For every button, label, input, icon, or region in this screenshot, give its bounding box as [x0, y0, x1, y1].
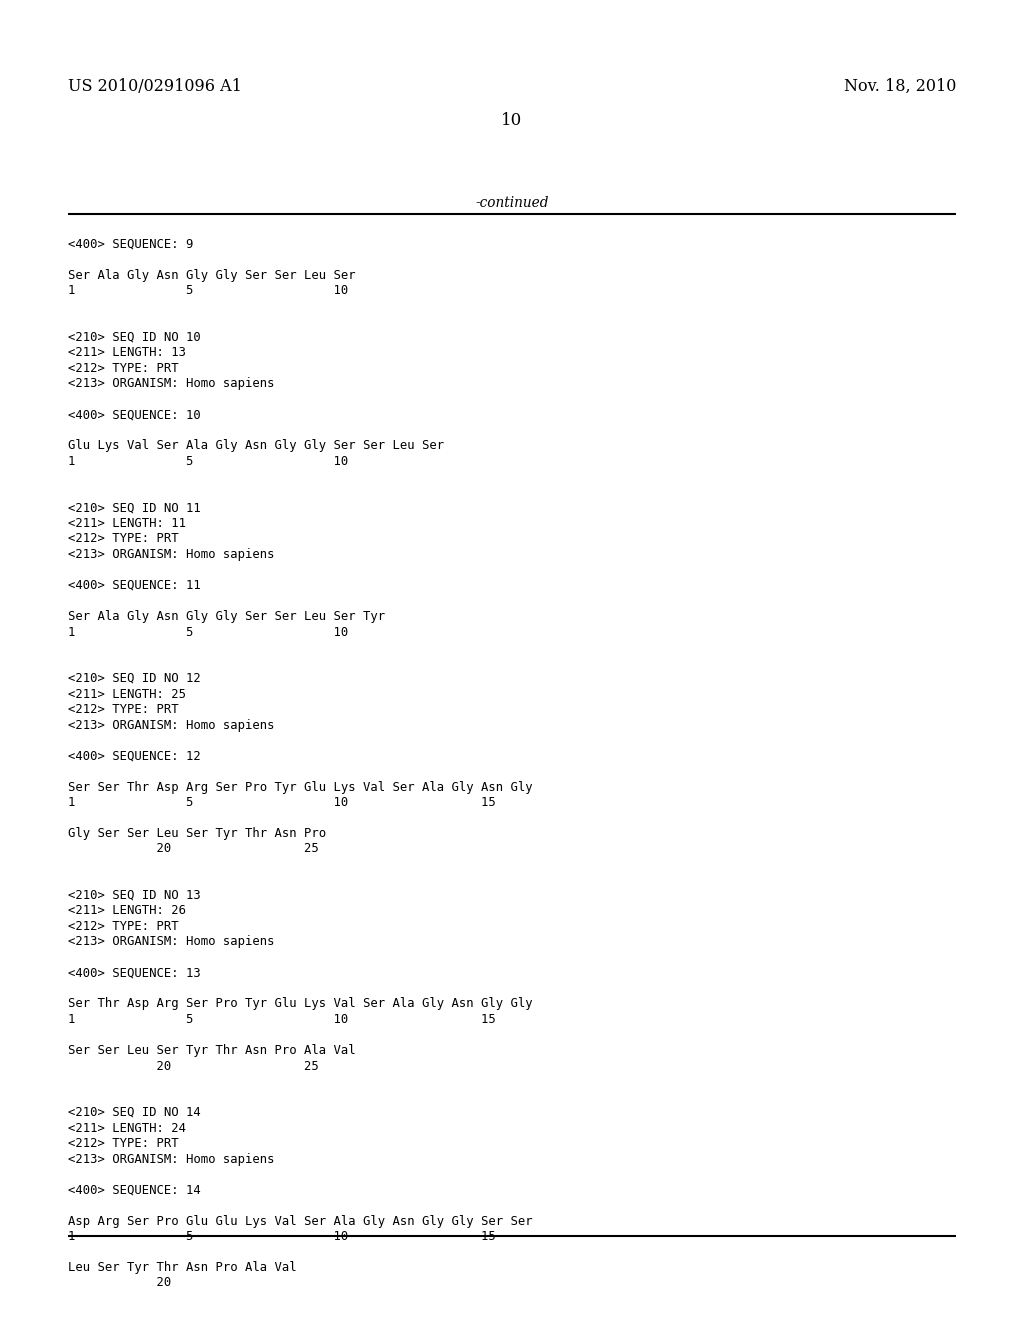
- Text: Ser Ser Leu Ser Tyr Thr Asn Pro Ala Val: Ser Ser Leu Ser Tyr Thr Asn Pro Ala Val: [68, 1044, 355, 1057]
- Text: 1               5                   10                  15: 1 5 10 15: [68, 1012, 496, 1026]
- Text: Ser Thr Asp Arg Ser Pro Tyr Glu Lys Val Ser Ala Gly Asn Gly Gly: Ser Thr Asp Arg Ser Pro Tyr Glu Lys Val …: [68, 998, 532, 1011]
- Text: Ser Ser Thr Asp Arg Ser Pro Tyr Glu Lys Val Ser Ala Gly Asn Gly: Ser Ser Thr Asp Arg Ser Pro Tyr Glu Lys …: [68, 780, 532, 793]
- Text: Nov. 18, 2010: Nov. 18, 2010: [844, 78, 956, 95]
- Text: 20                  25: 20 25: [68, 1060, 318, 1072]
- Text: <212> TYPE: PRT: <212> TYPE: PRT: [68, 362, 178, 375]
- Text: 10: 10: [502, 112, 522, 129]
- Text: <210> SEQ ID NO 13: <210> SEQ ID NO 13: [68, 888, 201, 902]
- Text: <211> LENGTH: 11: <211> LENGTH: 11: [68, 517, 186, 531]
- Text: <213> ORGANISM: Homo sapiens: <213> ORGANISM: Homo sapiens: [68, 718, 274, 731]
- Text: <400> SEQUENCE: 9: <400> SEQUENCE: 9: [68, 238, 194, 251]
- Text: <213> ORGANISM: Homo sapiens: <213> ORGANISM: Homo sapiens: [68, 936, 274, 949]
- Text: Ser Ala Gly Asn Gly Gly Ser Ser Leu Ser Tyr: Ser Ala Gly Asn Gly Gly Ser Ser Leu Ser …: [68, 610, 385, 623]
- Text: <210> SEQ ID NO 10: <210> SEQ ID NO 10: [68, 331, 201, 345]
- Text: US 2010/0291096 A1: US 2010/0291096 A1: [68, 78, 242, 95]
- Text: <213> ORGANISM: Homo sapiens: <213> ORGANISM: Homo sapiens: [68, 378, 274, 391]
- Text: 20                  25: 20 25: [68, 842, 318, 855]
- Text: <400> SEQUENCE: 12: <400> SEQUENCE: 12: [68, 750, 201, 763]
- Text: 20: 20: [68, 1276, 171, 1290]
- Text: Asp Arg Ser Pro Glu Glu Lys Val Ser Ala Gly Asn Gly Gly Ser Ser: Asp Arg Ser Pro Glu Glu Lys Val Ser Ala …: [68, 1214, 532, 1228]
- Text: <211> LENGTH: 24: <211> LENGTH: 24: [68, 1122, 186, 1134]
- Text: -continued: -continued: [475, 195, 549, 210]
- Text: Leu Ser Tyr Thr Asn Pro Ala Val: Leu Ser Tyr Thr Asn Pro Ala Val: [68, 1261, 297, 1274]
- Text: <400> SEQUENCE: 14: <400> SEQUENCE: 14: [68, 1184, 201, 1196]
- Text: <400> SEQUENCE: 13: <400> SEQUENCE: 13: [68, 966, 201, 979]
- Text: <210> SEQ ID NO 12: <210> SEQ ID NO 12: [68, 672, 201, 685]
- Text: <211> LENGTH: 26: <211> LENGTH: 26: [68, 904, 186, 917]
- Text: <400> SEQUENCE: 10: <400> SEQUENCE: 10: [68, 408, 201, 421]
- Text: <213> ORGANISM: Homo sapiens: <213> ORGANISM: Homo sapiens: [68, 548, 274, 561]
- Text: <212> TYPE: PRT: <212> TYPE: PRT: [68, 704, 178, 715]
- Text: <210> SEQ ID NO 14: <210> SEQ ID NO 14: [68, 1106, 201, 1119]
- Text: Ser Ala Gly Asn Gly Gly Ser Ser Leu Ser: Ser Ala Gly Asn Gly Gly Ser Ser Leu Ser: [68, 269, 355, 282]
- Text: <211> LENGTH: 13: <211> LENGTH: 13: [68, 346, 186, 359]
- Text: <210> SEQ ID NO 11: <210> SEQ ID NO 11: [68, 502, 201, 515]
- Text: 1               5                   10: 1 5 10: [68, 455, 348, 469]
- Text: Glu Lys Val Ser Ala Gly Asn Gly Gly Ser Ser Leu Ser: Glu Lys Val Ser Ala Gly Asn Gly Gly Ser …: [68, 440, 444, 453]
- Text: 1               5                   10: 1 5 10: [68, 626, 348, 639]
- Text: <211> LENGTH: 25: <211> LENGTH: 25: [68, 688, 186, 701]
- Text: <212> TYPE: PRT: <212> TYPE: PRT: [68, 920, 178, 933]
- Text: <400> SEQUENCE: 11: <400> SEQUENCE: 11: [68, 579, 201, 591]
- Text: <212> TYPE: PRT: <212> TYPE: PRT: [68, 532, 178, 545]
- Text: Gly Ser Ser Leu Ser Tyr Thr Asn Pro: Gly Ser Ser Leu Ser Tyr Thr Asn Pro: [68, 828, 326, 840]
- Text: <213> ORGANISM: Homo sapiens: <213> ORGANISM: Homo sapiens: [68, 1152, 274, 1166]
- Text: 1               5                   10                  15: 1 5 10 15: [68, 1230, 496, 1243]
- Text: 1               5                   10: 1 5 10: [68, 285, 348, 297]
- Text: 1               5                   10                  15: 1 5 10 15: [68, 796, 496, 809]
- Text: <212> TYPE: PRT: <212> TYPE: PRT: [68, 1137, 178, 1150]
